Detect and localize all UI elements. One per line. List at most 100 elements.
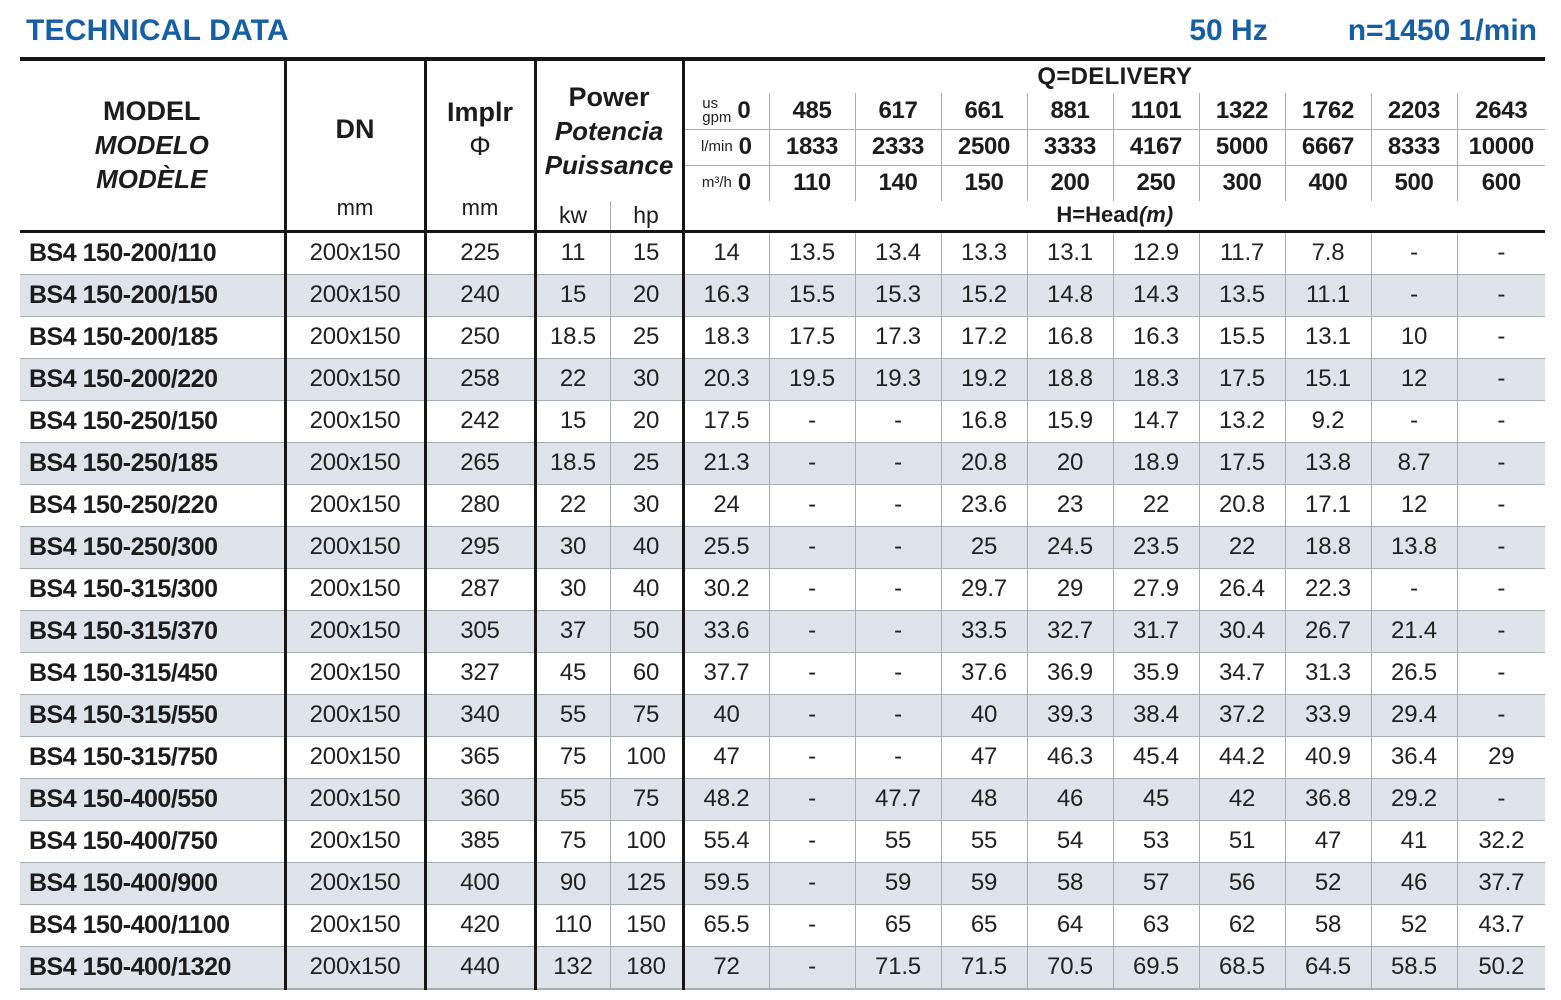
head-value-cell: - (1456, 483, 1546, 526)
head-value-cell: 69.5 (1112, 945, 1200, 990)
kw-cell: 22 (533, 357, 610, 400)
head-value-cell: 55 (940, 819, 1028, 862)
model-cell: BS4 150-315/750 (20, 735, 285, 778)
delivery-flow-value: 3333 (1026, 128, 1114, 165)
model-cell: BS4 150-315/300 (20, 567, 285, 610)
head-value-cell: - (768, 399, 856, 442)
model-cell: BS4 150-400/550 (20, 777, 285, 820)
head-value-cell: 31.3 (1284, 651, 1372, 694)
kw-unit-header: kw (533, 201, 610, 231)
hp-cell: 100 (609, 735, 684, 778)
head-value-cell: 9.2 (1284, 399, 1372, 442)
head-value-cell: - (1456, 273, 1546, 316)
head-value-cell: 36.9 (1026, 651, 1114, 694)
head-value-cell: - (854, 651, 942, 694)
kw-cell: 18.5 (533, 315, 610, 358)
delivery-flow-value: 500 (1370, 164, 1458, 201)
table-row: BS4 150-400/1100 200x150 420 110 150 65.5-65 6… (20, 903, 1546, 946)
impeller-cell: 295 (423, 525, 535, 568)
impeller-cell: 365 (423, 735, 535, 778)
delivery-unit-wrap: us gpm 0 (685, 96, 769, 125)
impeller-cell: 240 (423, 273, 535, 316)
kw-cell: 110 (533, 903, 610, 946)
head-value-cell: 16.8 (940, 399, 1028, 442)
dn-cell: 200x150 (283, 609, 425, 652)
head-value-cell: 17.1 (1284, 483, 1372, 526)
head-value-cell: - (1456, 231, 1546, 274)
head-value-cell: - (768, 693, 856, 736)
kw-cell: 22 (533, 483, 610, 526)
impeller-cell: 440 (423, 945, 535, 990)
impeller-unit: mm (461, 195, 499, 221)
head-value-cell: - (854, 441, 942, 484)
impeller-cell: 420 (423, 903, 535, 946)
power-label-es: Potencia (554, 115, 664, 146)
head-value-cell: 70.5 (1026, 945, 1114, 990)
head-value-cell: - (1370, 231, 1458, 274)
table-row: BS4 150-315/300 200x150 287 30 40 30.2- -29.7 2… (20, 567, 1546, 610)
head-value-cell: - (854, 609, 942, 652)
head-value-cell: 30.4 (1198, 609, 1286, 652)
delivery-flow-value: 2643 (1456, 93, 1546, 129)
head-value-cell: 13.1 (1026, 231, 1114, 274)
dn-cell: 200x150 (283, 945, 425, 990)
hp-cell: 125 (609, 861, 684, 904)
dn-label: DN (335, 113, 375, 144)
head-value-cell: 16.3 (1112, 315, 1200, 358)
head-value-cell: 31.7 (1112, 609, 1200, 652)
head-value-cell: 41 (1370, 819, 1458, 862)
hp-cell: 30 (609, 483, 684, 526)
model-cell: BS4 150-315/450 (20, 651, 285, 694)
head-value-cell: - (1456, 441, 1546, 484)
delivery-flow-value: 200 (1026, 164, 1114, 201)
head-value-cell: 33.6 (681, 609, 770, 652)
table-row: BS4 150-250/150 200x150 242 15 20 17.5- -16.8 1… (20, 399, 1546, 442)
head-value-cell: 52 (1370, 903, 1458, 946)
head-value-cell: 14 (681, 231, 770, 274)
head-value-cell: 29 (1026, 567, 1114, 610)
kw-cell: 75 (533, 819, 610, 862)
delivery-zero-cell: m³/h 0 (681, 164, 770, 201)
kw-cell: 55 (533, 693, 610, 736)
impeller-column-header: Implr Φ mm (423, 59, 535, 231)
dn-cell: 200x150 (283, 693, 425, 736)
kw-cell: 15 (533, 399, 610, 442)
head-value-cell: 16.8 (1026, 315, 1114, 358)
impeller-cell: 287 (423, 567, 535, 610)
table-row: BS4 150-200/110 200x150 225 11 15 14 13.5 13.4 1… (20, 231, 1546, 274)
head-value-cell: 30.2 (681, 567, 770, 610)
model-cell: BS4 150-400/750 (20, 819, 285, 862)
head-value-cell: 42 (1198, 777, 1286, 820)
delivery-flow-value: 1101 (1112, 93, 1200, 129)
table-body: BS4 150-200/110 200x150 225 11 15 14 13.5 13.4 1… (20, 231, 1546, 990)
head-value-cell: 29.4 (1370, 693, 1458, 736)
head-value-cell: 64 (1026, 903, 1114, 946)
delivery-unit-wrap: l/min 0 (685, 133, 769, 161)
delivery-flow-value: 250 (1112, 164, 1200, 201)
head-value-cell: 26.5 (1370, 651, 1458, 694)
dn-header-wrap: DN mm (287, 63, 424, 227)
head-value-cell: 68.5 (1198, 945, 1286, 990)
head-value-cell: - (768, 903, 856, 946)
dn-cell: 200x150 (283, 357, 425, 400)
head-value-cell: 25.5 (681, 525, 770, 568)
head-value-cell: 62 (1198, 903, 1286, 946)
head-value-cell: 20.8 (940, 441, 1028, 484)
head-value-cell: 12.9 (1112, 231, 1200, 274)
table-row: BS4 150-200/150 200x150 240 15 20 16.3 15.5 15.… (20, 273, 1546, 316)
head-value-cell: - (1456, 693, 1546, 736)
head-value-cell: 51 (1198, 819, 1286, 862)
delivery-flow-value: 881 (1026, 93, 1114, 129)
head-value-cell: - (768, 609, 856, 652)
head-value-cell: 18.3 (681, 315, 770, 358)
head-value-cell: 29.7 (940, 567, 1028, 610)
head-value-cell: 35.9 (1112, 651, 1200, 694)
head-value-cell: 40.9 (1284, 735, 1372, 778)
head-value-cell: - (768, 735, 856, 778)
dn-cell: 200x150 (283, 861, 425, 904)
delivery-flow-value: 6667 (1284, 128, 1372, 165)
impeller-cell: 280 (423, 483, 535, 526)
head-value-cell: - (1370, 567, 1458, 610)
head-value-cell: 13.1 (1284, 315, 1372, 358)
delivery-flow-value: 8333 (1370, 128, 1458, 165)
